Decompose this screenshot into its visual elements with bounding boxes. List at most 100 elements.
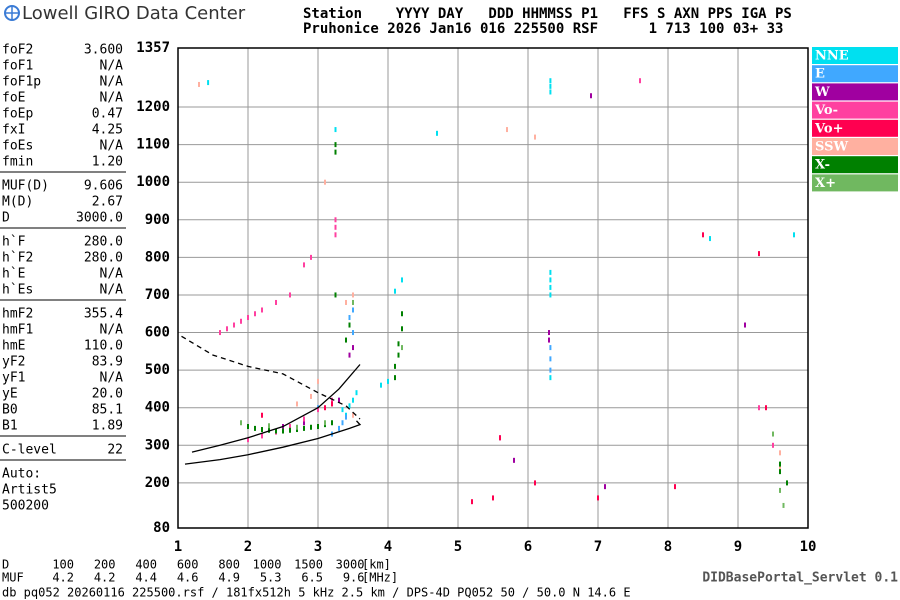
param-name: fmin: [2, 155, 33, 170]
echo-point: [345, 337, 347, 343]
echo-point: [289, 424, 291, 430]
echo-point: [261, 307, 263, 313]
x-tick-label: 3: [314, 539, 322, 555]
echo-point: [198, 81, 200, 87]
param-name: h`E: [2, 267, 25, 282]
echo-point: [303, 262, 305, 268]
legend-swatch: [812, 156, 898, 174]
echo-point: [240, 318, 242, 324]
param-name: hmF2: [2, 307, 33, 322]
y-tick-label: 1100: [136, 137, 170, 153]
echo-point: [341, 420, 344, 426]
profile-curve: [191, 364, 361, 453]
echo-point: [352, 292, 354, 298]
param-name: foE: [2, 91, 25, 106]
echo-point: [352, 412, 354, 418]
param-value: 85.1: [92, 403, 123, 418]
distance-value: 3000: [336, 558, 365, 572]
echo-point: [240, 420, 242, 426]
distance-value: 1000: [253, 558, 282, 572]
echo-point: [247, 424, 249, 430]
param-name: M(D): [2, 195, 33, 210]
echo-point: [341, 407, 344, 413]
legend-label: E: [815, 67, 825, 82]
echo-point: [513, 457, 515, 463]
distance-value: 200: [94, 558, 116, 572]
echo-point: [772, 442, 774, 448]
echo-point: [296, 401, 298, 407]
echo-point: [310, 254, 312, 260]
echo-point: [401, 311, 403, 317]
legend-swatch: [812, 83, 898, 101]
echo-point: [549, 292, 552, 298]
echo-point: [345, 414, 347, 420]
echo-point: [549, 277, 552, 283]
echo-point: [282, 428, 284, 434]
legend-label: X-: [815, 158, 830, 173]
echo-point: [331, 420, 333, 426]
legend-label: Vo+: [814, 121, 843, 136]
logo-icon: [4, 5, 20, 21]
param-name: foF2: [2, 43, 33, 58]
echo-point: [348, 403, 351, 409]
echo-point: [226, 326, 228, 332]
echo-point: [394, 288, 396, 294]
scaler-text: Artist5: [2, 483, 57, 498]
param-value: 4.25: [92, 123, 123, 138]
echo-point: [786, 480, 788, 486]
param-name: hmE: [2, 339, 25, 354]
echo-point: [549, 367, 552, 373]
param-value: 0.47: [92, 107, 123, 122]
echo-point: [765, 405, 767, 411]
echo-point: [303, 416, 305, 422]
echo-point: [317, 407, 319, 413]
param-name: hmF1: [2, 323, 33, 338]
echo-point: [275, 299, 277, 305]
echo-point: [744, 322, 746, 328]
param-value: 3.600: [84, 43, 123, 58]
distance-value: 600: [177, 558, 199, 572]
echo-point: [352, 299, 354, 305]
echo-point: [289, 427, 291, 433]
echo-point: [506, 127, 508, 133]
echo-point: [604, 484, 606, 490]
echo-point: [310, 424, 312, 430]
echo-point: [779, 450, 781, 456]
echo-point: [779, 469, 781, 475]
x-tick-label: 7: [594, 539, 602, 555]
echo-point: [334, 217, 337, 223]
param-value: N/A: [100, 283, 124, 298]
echo-point: [334, 232, 337, 238]
distance-value: 1500: [294, 558, 323, 572]
muf-value: 4.9: [218, 571, 240, 585]
echo-point: [254, 311, 256, 317]
param-value: N/A: [100, 371, 124, 386]
distance-unit: [km]: [362, 558, 391, 572]
echo-point: [401, 326, 403, 332]
muf-value: 4.2: [94, 571, 116, 585]
echo-point: [549, 345, 552, 351]
legend-swatch: [812, 174, 898, 192]
echo-point: [499, 435, 501, 441]
param-value: 110.0: [84, 339, 123, 354]
y-tick-label: 200: [145, 475, 170, 491]
echo-point: [549, 375, 552, 381]
echo-point: [352, 345, 354, 351]
param-value: N/A: [100, 267, 124, 282]
param-value: 280.0: [84, 235, 123, 250]
muf-value: 4.4: [135, 571, 157, 585]
legend-label: NNE: [815, 49, 849, 64]
echo-point: [317, 424, 319, 430]
y-tick-label: 600: [145, 325, 170, 341]
param-name: C-level: [2, 443, 57, 458]
muf-label: MUF: [2, 571, 24, 585]
y-tick-label: 300: [145, 437, 170, 453]
echo-point: [324, 405, 326, 411]
echo-point: [310, 393, 312, 399]
echo-point: [345, 299, 347, 305]
echo-point: [394, 363, 396, 369]
param-name: MUF(D): [2, 179, 49, 194]
echo-point: [709, 236, 711, 242]
y-tick-label: 1357: [136, 40, 170, 56]
